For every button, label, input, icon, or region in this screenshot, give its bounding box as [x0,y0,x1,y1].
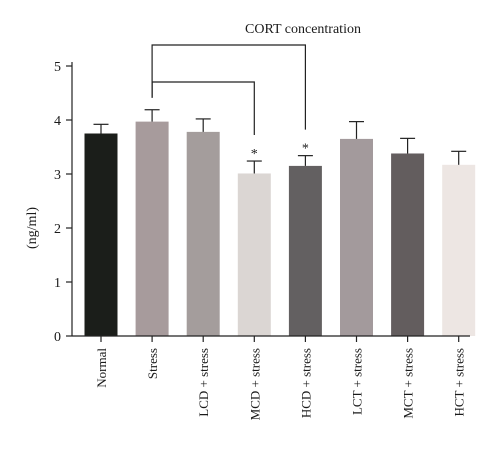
bar [442,164,476,336]
category-label: Normal [94,348,109,388]
bar [237,173,271,336]
significance-star: * [251,147,258,162]
comparison-bracket [151,81,255,136]
category-label: HCT + stress [452,348,467,417]
error-bars-group [93,109,467,174]
y-axis-label: (ng/ml) [25,207,40,249]
error-bar [195,118,211,132]
category-label: LCT + stress [350,348,365,415]
error-bar [144,109,160,122]
category-label: MCD + stress [247,348,262,420]
category-label: Stress [145,348,160,379]
category-label: LCD + stress [196,348,211,417]
axes-group: 0 1 2 3 4 5 Normal Stress LCD + stress MCD + stre… [54,60,470,420]
bar [391,153,425,336]
comparison-bracket [151,44,306,130]
bar [340,138,373,336]
error-bar [93,123,109,134]
y-tick-label: 2 [54,222,61,237]
y-tick-label: 1 [54,276,61,291]
error-bar [400,137,416,154]
y-tick-label: 5 [54,60,61,75]
error-bar [246,160,262,174]
bar [135,121,169,337]
bar [186,131,220,336]
category-label: MCT + stress [401,348,416,419]
error-bar [349,121,364,139]
bar [288,165,322,336]
y-tick-label: 3 [54,168,61,183]
chart-title: CORT concentration [245,22,361,37]
category-label: HCD + stress [298,348,313,418]
significance-star: * [302,142,309,157]
significance-group: * * [251,142,309,162]
y-tick-label: 0 [54,330,61,345]
error-bar [297,155,313,166]
y-tick-label: 4 [54,114,61,129]
bars-group [84,121,476,337]
error-bar [451,150,467,165]
comparison-brackets [151,44,306,136]
bar [84,133,118,336]
